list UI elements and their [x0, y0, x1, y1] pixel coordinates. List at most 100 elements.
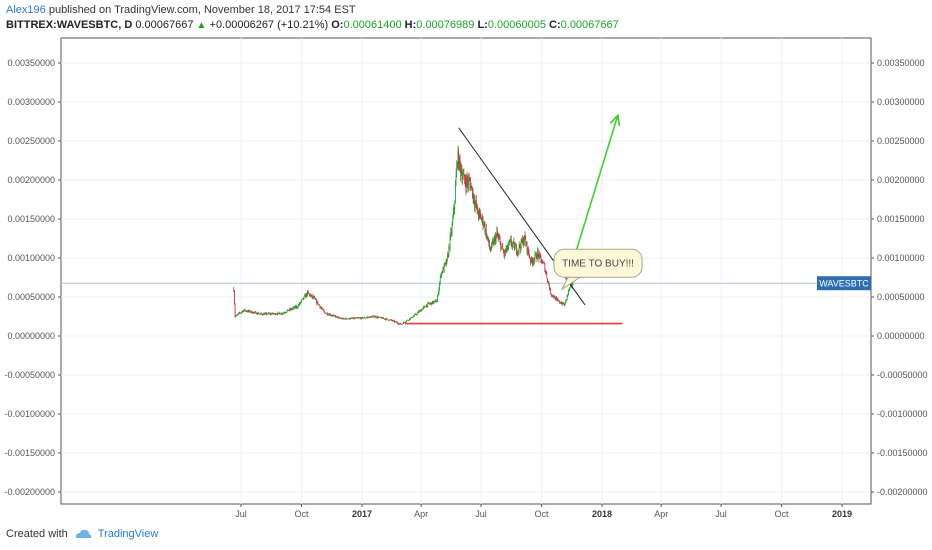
- candle-body: [366, 317, 367, 319]
- candle-body: [498, 237, 500, 239]
- candle-body: [301, 300, 302, 302]
- candle-body: [532, 261, 534, 264]
- candle-body: [406, 320, 408, 322]
- candle-body: [396, 322, 398, 323]
- drawings: TIME TO BUY!!!: [404, 113, 643, 325]
- candle-body: [449, 246, 450, 248]
- candle-body: [384, 318, 385, 320]
- candle-body: [236, 314, 237, 316]
- candle-body: [404, 322, 406, 323]
- candle-body: [266, 314, 268, 315]
- y-tick-label-right: -0.00200000: [877, 487, 928, 497]
- candle-body: [293, 307, 295, 308]
- candle-body: [340, 318, 342, 319]
- plot-frame: [60, 37, 872, 505]
- candle-body: [274, 313, 275, 314]
- candle-body: [303, 297, 304, 299]
- candle-body: [355, 317, 356, 319]
- candle-body: [426, 305, 427, 308]
- candle-body: [500, 241, 502, 250]
- candle-body: [284, 312, 285, 314]
- candle-body: [297, 307, 298, 309]
- y-tick-label-right: 0.00150000: [877, 214, 925, 224]
- candle-body: [539, 254, 540, 259]
- candle-body: [436, 300, 438, 302]
- candle-body: [542, 262, 544, 264]
- author-link[interactable]: Alex196: [6, 4, 46, 16]
- candle-body: [483, 223, 485, 226]
- candle-body: [556, 298, 558, 300]
- candle-body: [317, 301, 319, 305]
- candle-body: [408, 318, 410, 321]
- candle-body: [235, 315, 237, 317]
- candle-body: [376, 317, 377, 319]
- candle-body: [382, 317, 383, 319]
- candle-body: [421, 309, 423, 311]
- candle-body: [469, 180, 471, 184]
- candle-body: [286, 310, 288, 313]
- candle-body: [464, 174, 465, 181]
- candle-body: [362, 317, 364, 319]
- candle-body: [462, 174, 464, 178]
- tradingview-link[interactable]: TradingView: [97, 528, 159, 540]
- candle-body: [397, 323, 399, 324]
- y-tick-label-right: -0.00050000: [877, 370, 928, 380]
- candle-body: [540, 255, 542, 259]
- candle-body: [431, 302, 433, 305]
- x-tick-label: Apr: [654, 509, 668, 519]
- candle-body: [369, 316, 371, 318]
- candle-body: [375, 316, 377, 318]
- candle-body: [388, 320, 390, 321]
- candle-body: [509, 240, 511, 243]
- candle-body: [566, 298, 567, 300]
- candle-body: [273, 313, 275, 315]
- candle-body: [333, 315, 335, 316]
- candle-body: [254, 311, 256, 313]
- close-label: C:: [549, 19, 561, 31]
- candle-body: [476, 201, 477, 209]
- callout-text: TIME TO BUY!!!: [562, 259, 634, 270]
- candle-body: [373, 315, 375, 318]
- candle-body: [440, 276, 442, 277]
- candle-body: [446, 258, 448, 265]
- candle-body: [234, 303, 236, 317]
- candle-body: [437, 294, 438, 301]
- candle-body: [479, 210, 481, 213]
- candle-body: [442, 267, 444, 273]
- x-tick-label: 2019: [832, 509, 852, 519]
- candle-body: [444, 263, 446, 265]
- candle-body: [269, 313, 271, 315]
- candle-body: [432, 301, 433, 305]
- candle-body: [501, 245, 503, 247]
- candle-body: [497, 235, 499, 238]
- candle-body: [314, 297, 316, 299]
- candle-body: [559, 302, 561, 304]
- candle-body: [497, 231, 498, 236]
- candle-body: [458, 151, 460, 169]
- candle-body: [310, 295, 312, 297]
- y-tick-label-right: 0.00350000: [877, 58, 925, 68]
- candle-body: [512, 243, 513, 246]
- candle-body: [312, 296, 314, 299]
- candle-body: [243, 309, 245, 311]
- candle-body: [282, 312, 284, 314]
- candle-body: [505, 249, 507, 253]
- candle-body: [493, 238, 495, 245]
- candle-body: [313, 297, 315, 299]
- left-price-axis: 0.00350000 0.00300000 0.00250000 0.00200000…: [4, 58, 61, 497]
- candle-body: [541, 258, 542, 263]
- candle-body: [507, 246, 509, 250]
- footer: Created with TradingView: [6, 527, 158, 541]
- candle-body: [374, 316, 376, 317]
- candle-body: [445, 262, 447, 265]
- candle-body: [330, 315, 332, 316]
- chart-author-line: Alex196 published on TradingView.com, No…: [6, 3, 356, 17]
- candle-body: [557, 299, 559, 301]
- candle-body: [283, 312, 285, 314]
- candle-body: [287, 309, 289, 311]
- time-axis: Jul Oct 2017 Apr Jul Oct 2018 Apr Jul Oct 2019: [235, 504, 852, 519]
- candle-body: [316, 299, 317, 304]
- candle-body: [461, 171, 463, 180]
- breakout-arrow: [569, 115, 619, 270]
